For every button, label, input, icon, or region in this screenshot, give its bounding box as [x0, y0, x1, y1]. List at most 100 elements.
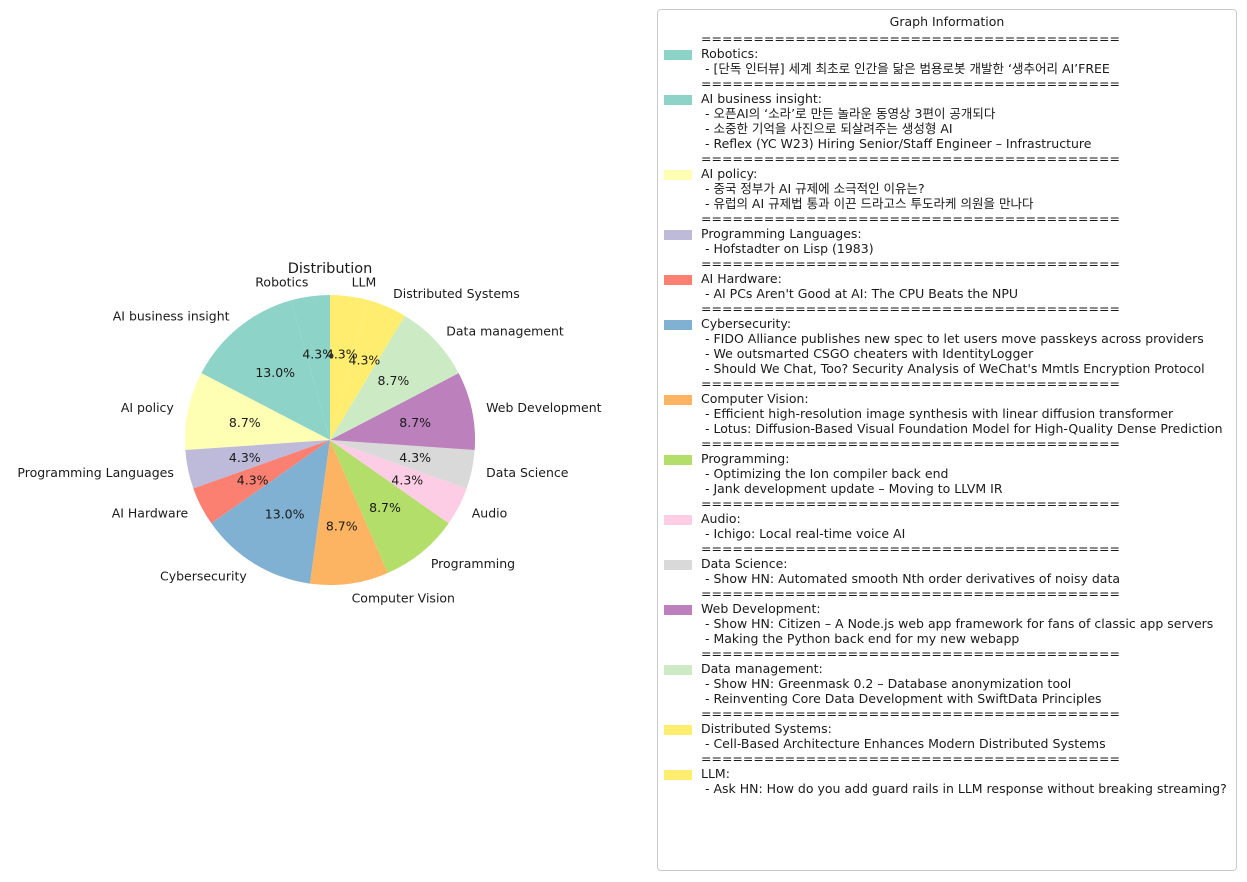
legend-item: - We outsmarted CSGO cheaters with Ident…	[701, 346, 1034, 361]
legend-swatch	[664, 725, 692, 735]
legend-entry: ========================================…	[658, 706, 1236, 751]
legend-category: Data management:	[701, 661, 823, 676]
legend-category: AI policy:	[701, 166, 758, 181]
legend-item: - Show HN: Greenmask 0.2 – Database anon…	[701, 676, 1072, 691]
legend-item: - Ask HN: How do you add guard rails in …	[701, 781, 1227, 796]
legend-category: AI business insight:	[701, 91, 823, 106]
legend-separator: ========================================	[701, 541, 1120, 556]
legend-category: Cybersecurity:	[701, 316, 792, 331]
legend-entry: ========================================…	[658, 586, 1236, 646]
pie-category-label-4: AI Hardware	[112, 506, 189, 521]
legend-swatch	[664, 605, 692, 615]
pie-pct-label-6: 8.7%	[326, 519, 358, 534]
legend-item: - 오픈AI의 ‘소라’로 만든 놀라운 동영상 3편이 공개되다	[701, 106, 996, 121]
pie-category-label-9: Data Science	[486, 465, 569, 480]
legend-item: - Reflex (YC W23) Hiring Senior/Staff En…	[701, 136, 1092, 151]
legend-separator: ========================================	[701, 586, 1120, 601]
pie-category-label-0: Robotics	[255, 274, 308, 289]
legend-item: - FIDO Alliance publishes new spec to le…	[701, 331, 1204, 346]
legend-entry: ========================================…	[658, 541, 1236, 586]
legend: Graph Information ======================…	[657, 9, 1237, 871]
pie-pct-label-5: 13.0%	[265, 507, 305, 522]
legend-category: Distributed Systems:	[701, 721, 832, 736]
pie-slice-10	[330, 373, 475, 451]
legend-swatch	[664, 170, 692, 180]
legend-item: - Lotus: Diffusion-Based Visual Foundati…	[701, 421, 1223, 436]
legend-category: Web Development:	[701, 601, 821, 616]
pie-slice-8	[330, 440, 467, 524]
legend-swatch	[664, 230, 692, 240]
legend-entry: ========================================…	[658, 646, 1236, 706]
legend-separator: ========================================	[701, 301, 1120, 316]
legend-separator: ========================================	[701, 706, 1120, 721]
legend-category: Data Science:	[701, 556, 788, 571]
pie-slice-3	[185, 440, 330, 489]
pie-pct-label-3: 4.3%	[229, 450, 261, 465]
legend-swatch	[664, 395, 692, 405]
legend-swatch	[664, 320, 692, 330]
legend-item: - Efficient high-resolution image synthe…	[701, 406, 1174, 421]
pie-pct-label-13: 4.3%	[326, 346, 358, 361]
chart-title: Distribution	[288, 261, 373, 277]
pie-pct-label-1: 13.0%	[255, 365, 295, 380]
legend-swatch	[664, 275, 692, 285]
pie-pct-label-9: 4.3%	[399, 450, 431, 465]
legend-item: - [단독 인터뷰] 세계 최초로 인간을 닮은 범용로봇 개발한 ‘생추어리 …	[701, 61, 1110, 76]
pie-slice-7	[330, 440, 449, 573]
legend-item: - 소중한 기억을 사진으로 되살려주는 생성형 AI	[701, 121, 953, 136]
legend-entry: ========================================…	[658, 31, 1236, 76]
legend-category: AI Hardware:	[701, 271, 782, 286]
legend-entry: ========================================…	[658, 256, 1236, 301]
pie-slice-12	[330, 300, 405, 440]
pie-chart: Distribution 4.3% Robotics 13.0% AI busines…	[17, 261, 601, 606]
legend-item: - 유럽의 AI 규제법 통과 이끈 드라고스 투도라케 의원을 만나다	[701, 196, 1034, 211]
legend-item: - Show HN: Automated smooth Nth order de…	[701, 571, 1121, 586]
pie-slice-1	[201, 300, 330, 440]
pie-category-label-13: LLM	[352, 274, 377, 289]
legend-separator: ========================================	[701, 436, 1120, 451]
legend-item: - Jank development update – Moving to LL…	[701, 481, 1003, 496]
pie-slice-4	[193, 440, 330, 524]
pie-category-label-3: Programming Languages	[17, 465, 173, 480]
pie-pct-label-11: 8.7%	[378, 373, 410, 388]
legend-title: Graph Information	[889, 14, 1005, 29]
pie-slice-6	[309, 440, 388, 586]
legend-item: - Show HN: Citizen – A Node.js web app f…	[701, 616, 1214, 631]
legend-category: Audio:	[701, 511, 741, 526]
legend-item: - Ichigo: Local real-time voice AI	[701, 526, 906, 541]
legend-separator: ========================================	[701, 76, 1120, 91]
legend-item: - Optimizing the Ion compiler back end	[701, 466, 949, 481]
pie-category-label-7: Programming	[431, 556, 515, 571]
pie-category-label-6: Computer Vision	[352, 591, 455, 606]
legend-separator: ========================================	[701, 646, 1120, 661]
legend-swatch	[664, 50, 692, 60]
legend-swatch	[664, 665, 692, 675]
legend-entry: ========================================…	[658, 496, 1236, 541]
legend-separator: ========================================	[701, 151, 1120, 166]
legend-separator: ========================================	[701, 496, 1120, 511]
pie-pct-label-2: 8.7%	[229, 415, 261, 430]
legend-swatch	[664, 515, 692, 525]
legend-item: - Should We Chat, Too? Security Analysis…	[701, 361, 1205, 376]
pie-category-label-10: Web Development	[486, 400, 601, 415]
pie-slice-5	[211, 440, 330, 584]
legend-category: LLM:	[701, 766, 730, 781]
pie-category-label-8: Audio	[472, 506, 508, 521]
legend-swatch	[664, 560, 692, 570]
legend-entry: ========================================…	[658, 301, 1236, 376]
legend-entry: ========================================…	[658, 211, 1236, 256]
legend-separator: ========================================	[701, 31, 1120, 46]
legend-swatch	[664, 455, 692, 465]
pie-pct-label-12: 4.3%	[349, 353, 381, 368]
legend-item: - Hofstadter on Lisp (1983)	[701, 241, 874, 256]
legend-category: Computer Vision:	[701, 391, 809, 406]
pie-pct-label-8: 4.3%	[391, 472, 423, 487]
pie-pct-label-7: 8.7%	[369, 500, 401, 515]
legend-entry: ========================================…	[658, 376, 1236, 436]
legend-separator: ========================================	[701, 211, 1120, 226]
pie-category-label-12: Distributed Systems	[393, 286, 520, 301]
legend-swatch	[664, 95, 692, 105]
pie-slice-13	[330, 295, 369, 440]
legend-entry: ========================================…	[658, 76, 1236, 151]
legend-item: - Making the Python back end for my new …	[701, 631, 1020, 646]
